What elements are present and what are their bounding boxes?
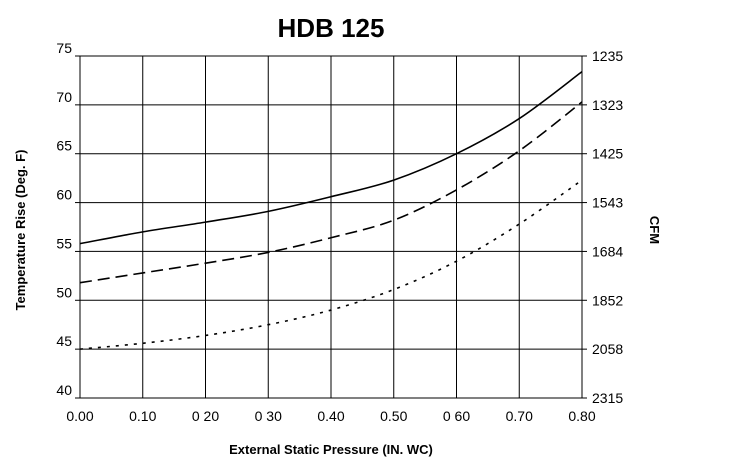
x-axis-label: External Static Pressure (IN. WC) xyxy=(229,442,433,457)
y2-tick-label: 1852 xyxy=(592,292,623,308)
series-line-solid xyxy=(79,70,583,245)
x-tick-label: 0.10 xyxy=(129,408,156,424)
y2-tick-label: 2058 xyxy=(592,341,623,357)
chart-title: HDB 125 xyxy=(278,13,385,43)
y-tick-label: 40 xyxy=(56,382,72,398)
series-line-dashed xyxy=(79,101,583,284)
y-axis-label: Temperature Rise (Deg. F) xyxy=(13,150,28,311)
grid-layer xyxy=(75,55,587,399)
x-tick-label: 0 20 xyxy=(192,408,219,424)
x-tick-label: 0 60 xyxy=(443,408,470,424)
y2-tick-label: 1684 xyxy=(592,243,623,259)
y-tick-label: 45 xyxy=(56,333,72,349)
y2-tick-label: 1425 xyxy=(592,146,623,162)
y-tick-label: 55 xyxy=(56,235,72,251)
x-tick-label: 0 30 xyxy=(255,408,282,424)
y-tick-label: 65 xyxy=(56,138,72,154)
y-tick-label: 70 xyxy=(56,89,72,105)
x-tick-label: 0.50 xyxy=(380,408,407,424)
y2-axis-label: CFM xyxy=(647,216,662,244)
y-tick-label: 75 xyxy=(56,40,72,56)
y-tick-label: 50 xyxy=(56,284,72,300)
y2-tick-label: 1543 xyxy=(592,195,623,211)
x-tick-label: 0.70 xyxy=(506,408,533,424)
plot-frame xyxy=(79,55,583,399)
x-tick-label: 0.40 xyxy=(317,408,344,424)
y2-tick-label: 1323 xyxy=(592,97,623,113)
x-tick-label: 0.80 xyxy=(568,408,595,424)
y-tick-label: 60 xyxy=(56,187,72,203)
tick-labels: 0.00 0.10 0 20 0 30 0.40 0.50 0 60 0.70 0.80 40 23… xyxy=(56,40,623,424)
series-layer xyxy=(79,70,583,350)
y2-tick-label: 1235 xyxy=(592,48,623,64)
x-tick-label: 0.00 xyxy=(66,408,93,424)
y2-tick-label: 2315 xyxy=(592,390,623,406)
